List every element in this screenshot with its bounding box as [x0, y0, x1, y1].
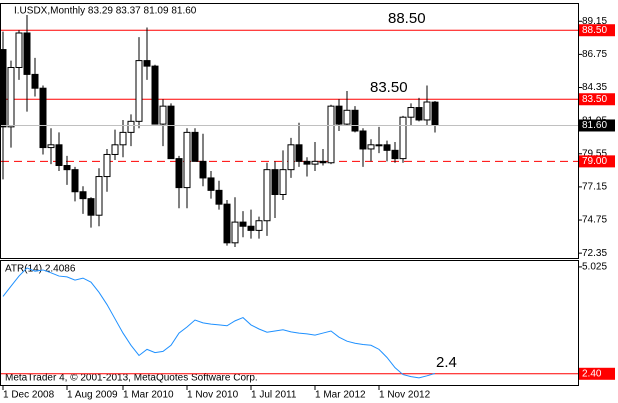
x-tick-label: 1 Nov 2012	[379, 390, 431, 401]
atr-title: ATR(14) 2.4086	[5, 264, 76, 275]
candle-body	[39, 87, 47, 149]
candle-body	[167, 105, 175, 160]
candle-body	[399, 116, 407, 160]
x-tick-label: 1 Mar 2012	[315, 390, 366, 401]
candle-body	[159, 105, 167, 125]
y-tick-label: 72.35	[582, 248, 607, 259]
candle-body	[119, 131, 127, 146]
annotation: 88.50	[388, 10, 426, 27]
level-label-box	[579, 93, 615, 106]
candle-body	[135, 60, 143, 122]
candle-body	[7, 67, 15, 128]
candle-body	[183, 131, 191, 189]
annotation: 83.50	[370, 79, 408, 96]
y-tick-label: 79.55	[582, 148, 607, 159]
candle-body	[415, 107, 423, 121]
candle-body	[31, 73, 39, 89]
level-label-box	[579, 155, 615, 168]
y-tick-label: 5.025	[582, 262, 607, 273]
x-tick-label: 1 Nov 2010	[187, 390, 239, 401]
candle-body	[71, 169, 79, 193]
candle-body	[247, 225, 255, 231]
candle-body	[191, 131, 199, 162]
candle-body	[343, 109, 351, 125]
candle-body	[63, 165, 71, 171]
candle-body	[319, 160, 327, 164]
main-pane	[0, 3, 579, 259]
level-label: 88.50	[582, 25, 607, 36]
level-label-box	[579, 367, 615, 380]
candle-body	[215, 189, 223, 205]
atr-pane	[0, 260, 579, 386]
candle-body	[55, 144, 63, 167]
x-tick-label: 1 Aug 2009	[67, 390, 118, 401]
candle-body	[367, 144, 375, 150]
level-label: 2.40	[582, 368, 602, 379]
candle-body	[87, 198, 95, 216]
candle-body	[295, 144, 303, 162]
level-label-box	[579, 24, 615, 37]
candle-body	[255, 220, 263, 231]
level-label: 79.00	[582, 156, 607, 167]
candle-body	[79, 191, 87, 200]
candle-body	[223, 203, 231, 244]
candle-body	[423, 101, 431, 121]
candle-body	[303, 160, 311, 165]
candle-body	[407, 107, 415, 118]
candle-body	[15, 32, 23, 68]
level-label: 83.50	[582, 94, 607, 105]
candle-body	[327, 105, 335, 164]
candle-body	[271, 169, 279, 196]
candle-body	[279, 169, 287, 196]
candle-body	[359, 130, 367, 150]
candle-body	[263, 169, 271, 222]
candle-body	[151, 65, 159, 125]
candle-body	[0, 49, 7, 128]
x-tick-label: 1 Jul 2011	[251, 390, 297, 401]
candle-body	[383, 144, 391, 151]
candle-body	[23, 32, 31, 75]
footer: MetaTrader 4, © 2001-2013, MetaQuotes So…	[5, 373, 258, 384]
x-tick-label: 1 Dec 2008	[3, 390, 55, 401]
y-tick-label: 77.15	[582, 182, 607, 193]
annotation: 2.4	[436, 354, 457, 371]
y-tick-label: 86.75	[582, 49, 607, 60]
candle-body	[311, 160, 319, 165]
candle-body	[175, 158, 183, 189]
atr-line	[2, 267, 436, 379]
candle-body	[287, 144, 295, 171]
candle-body	[239, 221, 247, 227]
candle-body	[375, 144, 383, 147]
candle-body	[127, 120, 135, 133]
chart-title: I.USDX,Monthly 83.29 83.37 81.09 81.60	[14, 6, 197, 17]
candle-body	[431, 101, 439, 126]
candle-body	[143, 60, 151, 67]
x-tick-label: 1 Mar 2010	[123, 390, 174, 401]
candle-body	[199, 160, 207, 179]
candle-body	[207, 177, 215, 191]
candle-body	[95, 176, 103, 216]
candle-body	[103, 153, 111, 178]
candle-body	[391, 149, 399, 160]
candle-body	[231, 221, 239, 244]
candle-body	[111, 144, 119, 155]
candle-body	[335, 105, 343, 125]
y-tick-label: 84.35	[582, 82, 607, 93]
last-price-box	[579, 119, 615, 132]
y-tick-label: 74.75	[582, 215, 607, 226]
candle-body	[351, 109, 359, 132]
last-price-label: 81.60	[582, 120, 607, 131]
candle-body	[47, 144, 55, 149]
y-tick-label: 89.15	[582, 16, 607, 27]
